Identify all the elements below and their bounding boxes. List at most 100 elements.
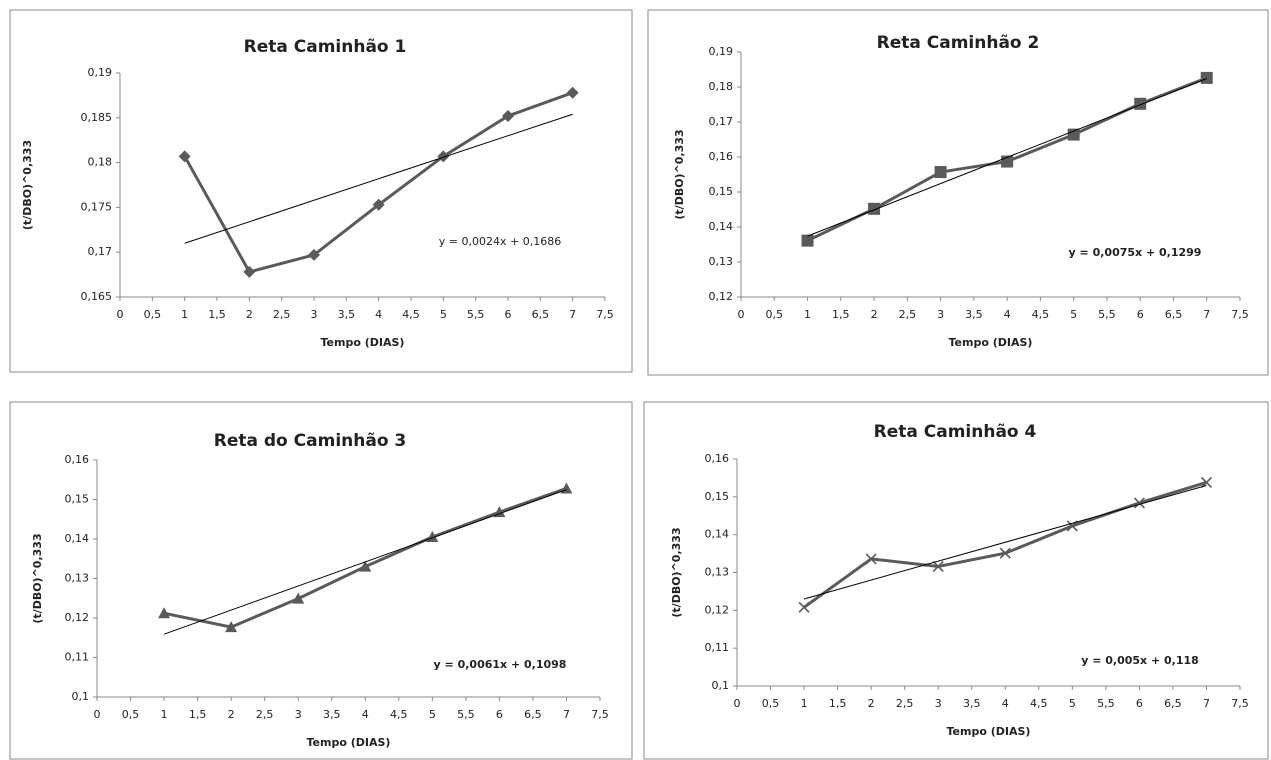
x-tick-label: 6	[1137, 308, 1144, 321]
x-tick-label: 2,5	[896, 697, 914, 710]
y-tick-label: 0,16	[709, 150, 734, 163]
y-tick-label: 0,16	[65, 453, 90, 466]
x-tick-label: 5	[1070, 308, 1077, 321]
x-tick-label: 7	[1203, 697, 1210, 710]
y-tick-label: 0,165	[81, 290, 113, 303]
x-tick-label: 0,5	[144, 308, 162, 321]
marker	[865, 553, 877, 565]
marker	[1133, 497, 1145, 509]
x-tick-label: 1,5	[832, 308, 850, 321]
x-tick-label: 3,5	[965, 308, 983, 321]
panel-2	[647, 9, 1269, 376]
x-tick-label: 0	[94, 708, 101, 721]
x-tick-label: 7,5	[1231, 697, 1249, 710]
panel-3	[9, 401, 633, 760]
x-axis-label: Tempo (DIAS)	[947, 725, 1031, 738]
x-tick-label: 7	[1203, 308, 1210, 321]
y-tick-label: 0,15	[65, 493, 90, 506]
x-axis-label: Tempo (DIAS)	[949, 336, 1033, 349]
marker	[934, 166, 947, 179]
x-tick-label: 5	[1069, 697, 1076, 710]
marker	[1200, 476, 1213, 489]
trend-line	[184, 113, 573, 244]
marker	[243, 265, 256, 278]
x-tick-label: 4	[362, 708, 369, 721]
trend-equation: y = 0,0075x + 0,1299	[1069, 246, 1202, 259]
y-tick-label: 0,12	[705, 603, 730, 616]
marker	[999, 547, 1011, 559]
x-tick-label: 0	[117, 308, 124, 321]
marker	[801, 234, 814, 247]
x-tick-label: 0,5	[766, 308, 784, 321]
x-tick-label: 5,5	[1098, 308, 1116, 321]
x-tick-label: 1	[801, 697, 808, 710]
panel-4	[643, 401, 1269, 760]
marker	[798, 601, 810, 613]
x-tick-label: 0	[738, 308, 745, 321]
x-tick-label: 2,5	[899, 308, 917, 321]
chart-title: Reta Caminhão 2	[877, 33, 1040, 53]
x-tick-label: 3,5	[323, 708, 341, 721]
marker	[502, 110, 514, 123]
y-tick-label: 0,17	[709, 115, 734, 128]
x-tick-label: 6,5	[524, 708, 542, 721]
trend-line	[163, 489, 567, 635]
x-tick-label: 6,5	[1165, 308, 1183, 321]
y-axis-label: (t/DBO)^0,333	[21, 140, 34, 230]
x-tick-label: 0	[734, 697, 741, 710]
x-tick-label: 6,5	[1164, 697, 1182, 710]
marker	[225, 621, 238, 633]
y-tick-label: 0,18	[709, 80, 734, 93]
x-tick-label: 1,5	[829, 697, 847, 710]
x-tick-label: 3,5	[338, 308, 356, 321]
y-tick-label: 0,175	[81, 200, 113, 213]
marker	[359, 560, 372, 572]
trend-line	[803, 485, 1207, 600]
x-tick-label: 3	[295, 708, 302, 721]
marker	[1134, 97, 1147, 110]
marker	[1067, 128, 1080, 141]
x-tick-label: 3	[935, 697, 942, 710]
y-tick-label: 0,14	[65, 532, 90, 545]
x-tick-label: 0,5	[762, 697, 780, 710]
trend-equation: y = 0,0024x + 0,1686	[439, 235, 561, 248]
trend-line	[807, 78, 1207, 237]
x-tick-label: 4,5	[402, 308, 420, 321]
x-axis-label: Tempo (DIAS)	[321, 336, 405, 349]
y-tick-label: 0,12	[65, 611, 90, 624]
x-tick-label: 4,5	[1030, 697, 1048, 710]
y-tick-label: 0,13	[705, 566, 730, 579]
x-tick-label: 6,5	[532, 308, 550, 321]
x-tick-label: 3	[937, 308, 944, 321]
x-tick-label: 5	[440, 308, 447, 321]
y-axis-label: (t/DBO)^0,333	[673, 129, 686, 219]
x-tick-label: 1	[181, 308, 188, 321]
y-tick-label: 0,16	[705, 452, 730, 465]
marker	[308, 248, 320, 261]
x-tick-label: 1,5	[189, 708, 207, 721]
marker	[437, 150, 450, 163]
x-tick-label: 3	[311, 308, 318, 321]
marker	[158, 607, 171, 619]
x-tick-label: 5,5	[467, 308, 485, 321]
x-tick-label: 0,5	[122, 708, 140, 721]
y-axis-label: (t/DBO)^0,333	[670, 527, 683, 617]
y-tick-label: 0,15	[705, 490, 730, 503]
x-tick-label: 2	[228, 708, 235, 721]
marker	[178, 150, 191, 163]
y-tick-label: 0,1	[72, 690, 90, 703]
y-tick-label: 0,11	[705, 641, 730, 654]
marker	[932, 560, 944, 573]
x-tick-label: 2	[246, 308, 253, 321]
y-tick-label: 0,13	[65, 572, 90, 585]
y-tick-label: 0,19	[709, 45, 734, 58]
y-tick-label: 0,17	[88, 245, 113, 258]
chart-title: Reta do Caminhão 3	[214, 431, 407, 451]
x-tick-label: 6	[496, 708, 503, 721]
chart-title: Reta Caminhão 1	[244, 37, 407, 57]
marker	[566, 86, 579, 99]
x-tick-label: 2,5	[256, 708, 274, 721]
y-tick-label: 0,18	[88, 156, 113, 169]
x-tick-label: 5	[429, 708, 436, 721]
